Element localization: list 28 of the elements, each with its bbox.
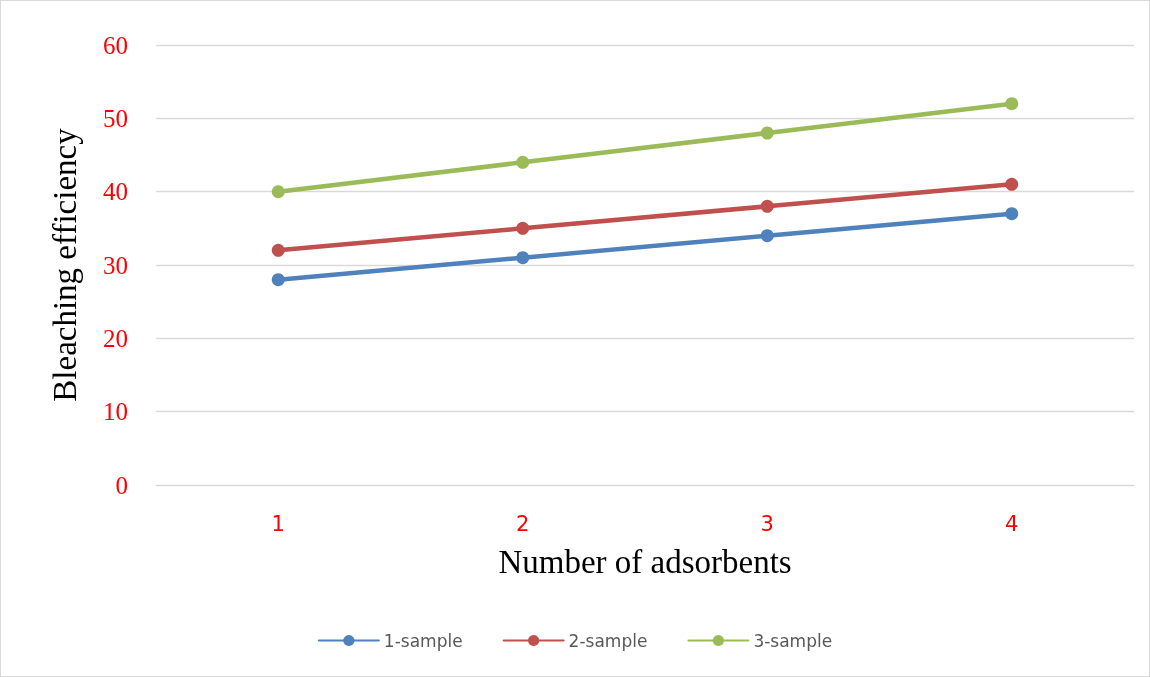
y-tick-label: 40 [103,178,128,206]
point [760,199,774,213]
point [760,229,774,243]
point [760,126,774,140]
y-tick-label: 20 [103,324,128,352]
point [516,221,530,235]
point [516,251,530,265]
y-tick-label: 60 [103,31,128,59]
x-tick-label: 4 [1005,511,1019,536]
point [271,243,285,257]
y-tick-label: 10 [103,398,128,426]
legend-label: 1-sample [383,630,463,651]
legend-label: 2-sample [568,630,648,651]
point [1005,207,1019,221]
point [1005,177,1019,191]
x-tick-label: 1 [271,511,285,536]
point [516,155,530,169]
x-tick-label: 3 [760,511,774,536]
point [271,185,285,199]
y-tick-label: 0 [115,471,128,499]
legend-label: 3-sample [753,630,833,651]
point [1005,97,1019,111]
y-tick-label: 30 [103,251,128,279]
point [271,273,285,287]
x-axis-title: Number of adsorbents [498,543,792,580]
x-tick-label: 2 [516,511,530,536]
y-tick-label: 50 [103,104,128,132]
y-axis-title: Bleaching efficiency [46,127,83,402]
